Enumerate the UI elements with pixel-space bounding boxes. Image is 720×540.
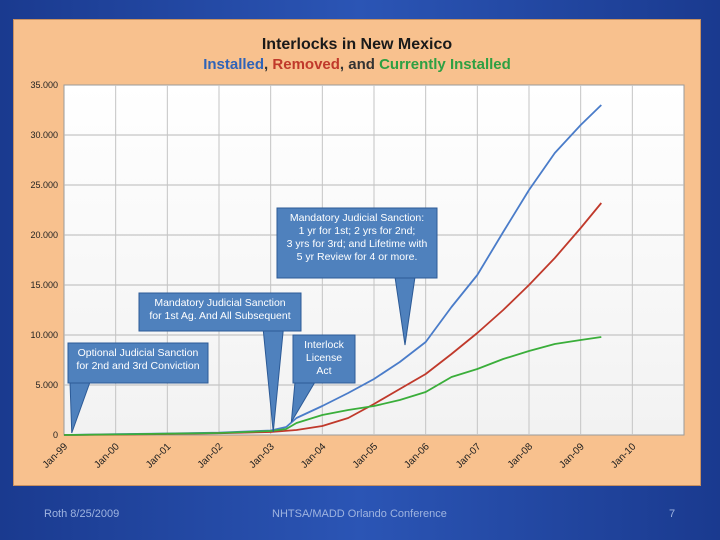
callout-interlock-license-act-line-1: License [306,352,342,364]
callout-interlock-license-act-line-0: Interlock [304,339,344,351]
y-tick-label-4: 20.000 [30,230,58,240]
subtitle-part-1: , [264,56,272,73]
x-tick-label-5: Jan-04 [299,441,329,471]
x-tick-label-1: Jan-00 [92,441,122,471]
footer-author-date: Roth 8/25/2009 [44,508,120,520]
subtitle-part-3: , and [340,56,379,73]
x-tick-label-0: Jan-99 [41,441,71,471]
callout-optional-sanction-box [67,342,209,384]
y-tick-label-3: 15.000 [30,280,58,290]
y-axis-ticks: 0 5.000 10.000 15.000 20.000 25.000 30.000 35.0… [30,80,58,440]
callout-mandatory-schedule-line-2: 3 yrs for 3rd; and Lifetime with [287,238,428,250]
x-tick-label-3: Jan-02 [196,441,226,471]
footer-page-number: 7 [669,508,676,520]
callout-mandatory-schedule-box [276,207,438,279]
callout-mandatory-schedule: Mandatory Judicial Sanction:1 yr for 1st… [276,207,438,346]
callout-mandatory-first-line-0: Mandatory Judicial Sanction [154,297,285,309]
y-tick-label-5: 25.000 [30,180,58,190]
callout-mandatory-first-box [138,292,302,332]
x-tick-label-8: Jan-07 [454,441,484,471]
x-tick-label-10: Jan-09 [557,441,587,471]
x-tick-label-2: Jan-01 [144,441,174,471]
series-line-currently-installed [63,336,602,436]
y-tick-label-6: 30.000 [30,130,58,140]
callout-mandatory-schedule-line-1: 1 yr for 1st; 2 yrs for 2nd; [299,225,416,237]
callout-interlock-license-act-line-2: Act [316,365,331,377]
x-tick-label-9: Jan-08 [506,441,536,471]
chart-title-group: Interlocks in New Mexico Installed, Remo… [203,36,511,73]
subtitle-part-0: Installed [203,56,264,73]
chart-title: Interlocks in New Mexico [262,36,453,53]
callout-interlock-license-act-box [292,334,356,384]
callout-mandatory-schedule-line-3: 5 yr Review for 4 or more. [297,251,418,263]
chart-subtitle: Installed, Removed, and Currently Instal… [203,56,511,73]
series-lines [63,104,602,436]
y-tick-label-0: 0 [53,430,58,440]
x-tick-label-7: Jan-06 [402,441,432,471]
x-tick-label-4: Jan-03 [247,441,277,471]
y-tick-label-2: 10.000 [30,330,58,340]
footer-conference: NHTSA/MADD Orlando Conference [272,508,447,520]
subtitle-part-4: Currently Installed [379,56,511,73]
callout-mandatory-schedule-line-0: Mandatory Judicial Sanction: [290,212,424,224]
x-tick-label-6: Jan-05 [351,441,381,471]
y-tick-label-7: 35.000 [30,80,58,90]
x-axis-ticks: Jan-99 Jan-00 Jan-01 Jan-02 Jan-03 Jan-04 Jan-… [41,441,639,471]
callout-mandatory-first-line-1: for 1st Ag. And All Subsequent [149,310,290,322]
subtitle-part-2: Removed [272,56,340,73]
y-tick-label-1: 5.000 [35,380,58,390]
callout-optional-sanction-line-1: for 2nd and 3rd Conviction [76,360,199,372]
callout-optional-sanction-line-0: Optional Judicial Sanction [78,347,199,359]
x-tick-label-11: Jan-10 [609,441,639,471]
